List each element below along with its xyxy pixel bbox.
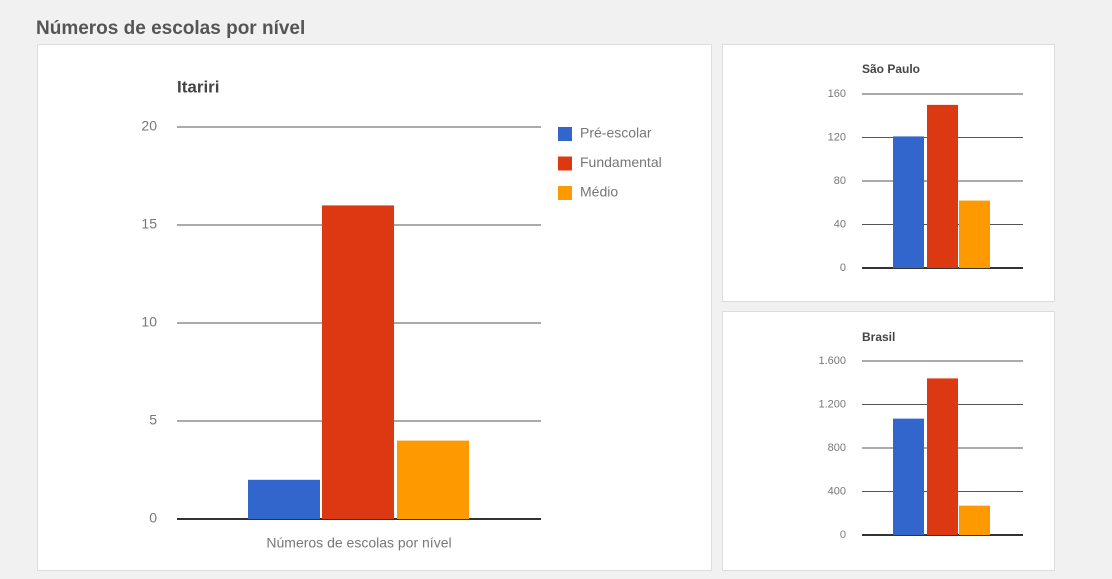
y-tick-label: 0 xyxy=(840,529,846,541)
y-tick-label: 80 xyxy=(834,175,846,187)
legend-label: Médio xyxy=(580,184,618,200)
y-tick-label: 0 xyxy=(149,510,157,526)
y-tick-label: 10 xyxy=(141,314,157,330)
legend-swatch xyxy=(558,186,572,200)
y-tick-label: 0 xyxy=(840,262,846,274)
bar xyxy=(893,136,924,268)
chart-title: Brasil xyxy=(862,330,895,344)
y-tick-label: 1.600 xyxy=(818,355,846,367)
chart-title: São Paulo xyxy=(862,62,920,76)
y-tick-label: 1.200 xyxy=(818,398,846,410)
bar xyxy=(959,505,990,535)
y-tick-label: 20 xyxy=(141,118,157,134)
y-tick-label: 800 xyxy=(828,442,846,454)
y-tick-label: 400 xyxy=(828,485,846,497)
bar xyxy=(322,205,394,519)
panel xyxy=(722,311,1055,571)
legend-label: Pré-escolar xyxy=(580,125,652,141)
bar xyxy=(893,418,924,535)
page-title: Números de escolas por nível xyxy=(36,18,305,39)
panel xyxy=(722,44,1055,302)
y-tick-label: 120 xyxy=(828,131,846,143)
legend-swatch xyxy=(558,127,572,141)
y-tick-label: 15 xyxy=(141,216,157,232)
bar xyxy=(927,378,958,535)
y-tick-label: 160 xyxy=(828,88,846,100)
legend-label: Fundamental xyxy=(580,154,662,170)
bar xyxy=(397,440,469,519)
legend-swatch xyxy=(558,156,572,171)
chart-title: Itariri xyxy=(177,77,220,96)
bar xyxy=(959,200,990,268)
bar xyxy=(927,104,958,268)
y-tick-label: 40 xyxy=(834,218,846,230)
x-tick-label: Números de escolas por nível xyxy=(266,535,451,551)
bar xyxy=(248,479,320,519)
y-tick-label: 5 xyxy=(149,412,157,428)
